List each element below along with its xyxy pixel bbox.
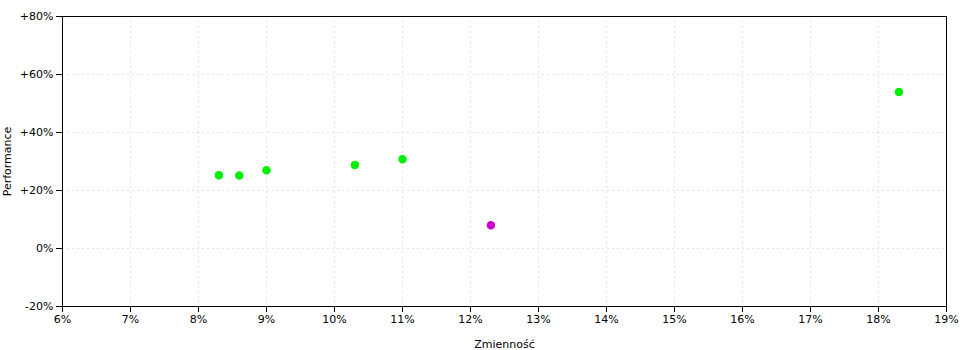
svg-text:10%: 10% bbox=[322, 313, 346, 326]
svg-text:11%: 11% bbox=[390, 313, 414, 326]
svg-text:-20%: -20% bbox=[25, 300, 53, 313]
svg-text:+60%: +60% bbox=[20, 68, 54, 81]
svg-text:13%: 13% bbox=[526, 313, 550, 326]
svg-text:15%: 15% bbox=[662, 313, 686, 326]
svg-text:12%: 12% bbox=[458, 313, 482, 326]
svg-text:Performance: Performance bbox=[1, 126, 14, 196]
svg-text:+40%: +40% bbox=[20, 126, 54, 139]
svg-text:+20%: +20% bbox=[20, 184, 54, 197]
svg-text:14%: 14% bbox=[594, 313, 618, 326]
svg-text:7%: 7% bbox=[122, 313, 139, 326]
svg-text:18%: 18% bbox=[866, 313, 890, 326]
svg-text:Zmienność: Zmienność bbox=[474, 338, 535, 350]
svg-text:0%: 0% bbox=[36, 242, 53, 255]
svg-text:9%: 9% bbox=[258, 313, 275, 326]
svg-text:17%: 17% bbox=[798, 313, 822, 326]
svg-text:8%: 8% bbox=[190, 313, 207, 326]
svg-text:19%: 19% bbox=[934, 313, 958, 326]
svg-text:16%: 16% bbox=[730, 313, 754, 326]
svg-text:6%: 6% bbox=[54, 313, 71, 326]
svg-text:+80%: +80% bbox=[20, 10, 54, 23]
